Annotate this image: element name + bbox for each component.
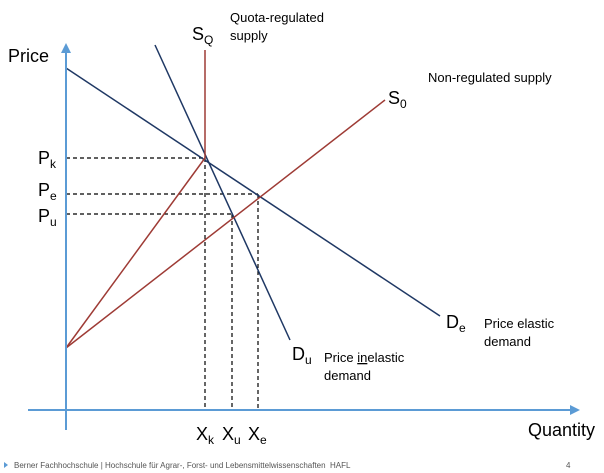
curve-label: De	[446, 312, 466, 335]
quantity-label: Xu	[222, 424, 241, 447]
x-axis-label: Quantity	[528, 420, 595, 440]
curve-label: Du	[292, 344, 312, 367]
free-supply-curve	[65, 99, 386, 349]
price-label: Pu	[38, 206, 57, 229]
curve-description: demand	[484, 334, 531, 349]
inelastic-demand-curve	[154, 44, 291, 341]
curve-description: Price inelastic	[324, 350, 405, 365]
curve-description: supply	[230, 28, 268, 43]
price-label: Pk	[38, 148, 57, 171]
price-label: Pe	[38, 180, 57, 203]
y-axis-label: Price	[8, 46, 49, 66]
quantity-label: Xk	[196, 424, 215, 447]
curve-label: SQ	[192, 24, 213, 47]
footer-bullet	[4, 462, 8, 468]
elastic-demand-curve	[65, 67, 441, 317]
quantity-label: Xe	[248, 424, 267, 447]
curve-label: S0	[388, 88, 407, 111]
curve-description: demand	[324, 368, 371, 383]
quota-supply-ray	[65, 157, 206, 349]
curve-description: Non-regulated supply	[428, 70, 552, 85]
footer-text: Berner Fachhochschule | Hochschule für A…	[14, 461, 351, 470]
page-number: 4	[566, 461, 571, 470]
curve-description: Price elastic	[484, 316, 555, 331]
guides	[66, 157, 259, 410]
curve-description: Quota-regulated	[230, 10, 324, 25]
